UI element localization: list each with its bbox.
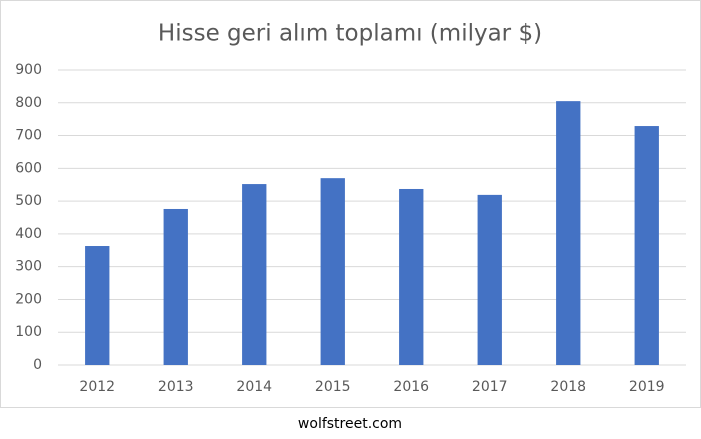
- x-tick-label: 2019: [629, 379, 665, 395]
- x-tick-label: 2016: [393, 379, 429, 395]
- bar: [163, 208, 188, 365]
- y-tick-label: 400: [15, 226, 42, 242]
- y-tick-label: 900: [15, 62, 42, 78]
- x-tick-label: 2018: [550, 379, 586, 395]
- x-tick-label: 2014: [236, 379, 272, 395]
- y-tick-label: 700: [15, 128, 42, 144]
- x-tick-label: 2013: [158, 379, 194, 395]
- y-tick-label: 500: [15, 193, 42, 209]
- bar: [477, 194, 502, 365]
- source: wolfstreet.com: [298, 416, 402, 432]
- y-tick-label: 300: [15, 259, 42, 275]
- y-tick-label: 100: [15, 324, 42, 340]
- bar: [242, 184, 267, 365]
- y-tick-label: 600: [15, 160, 42, 176]
- y-tick-label: 0: [33, 357, 42, 373]
- y-tick-label: 200: [15, 291, 42, 307]
- bar: [399, 188, 424, 365]
- bar: [85, 246, 110, 365]
- x-tick-label: 2017: [472, 379, 508, 395]
- bar: [320, 178, 345, 365]
- chart-title: Hisse geri alım toplamı (milyar $): [158, 21, 542, 47]
- x-tick-label: 2012: [79, 379, 115, 395]
- bar: [634, 126, 659, 365]
- chart-frame: [0, 0, 701, 408]
- y-tick-label: 800: [15, 95, 42, 111]
- x-tick-label: 2015: [315, 379, 351, 395]
- bar: [556, 101, 581, 365]
